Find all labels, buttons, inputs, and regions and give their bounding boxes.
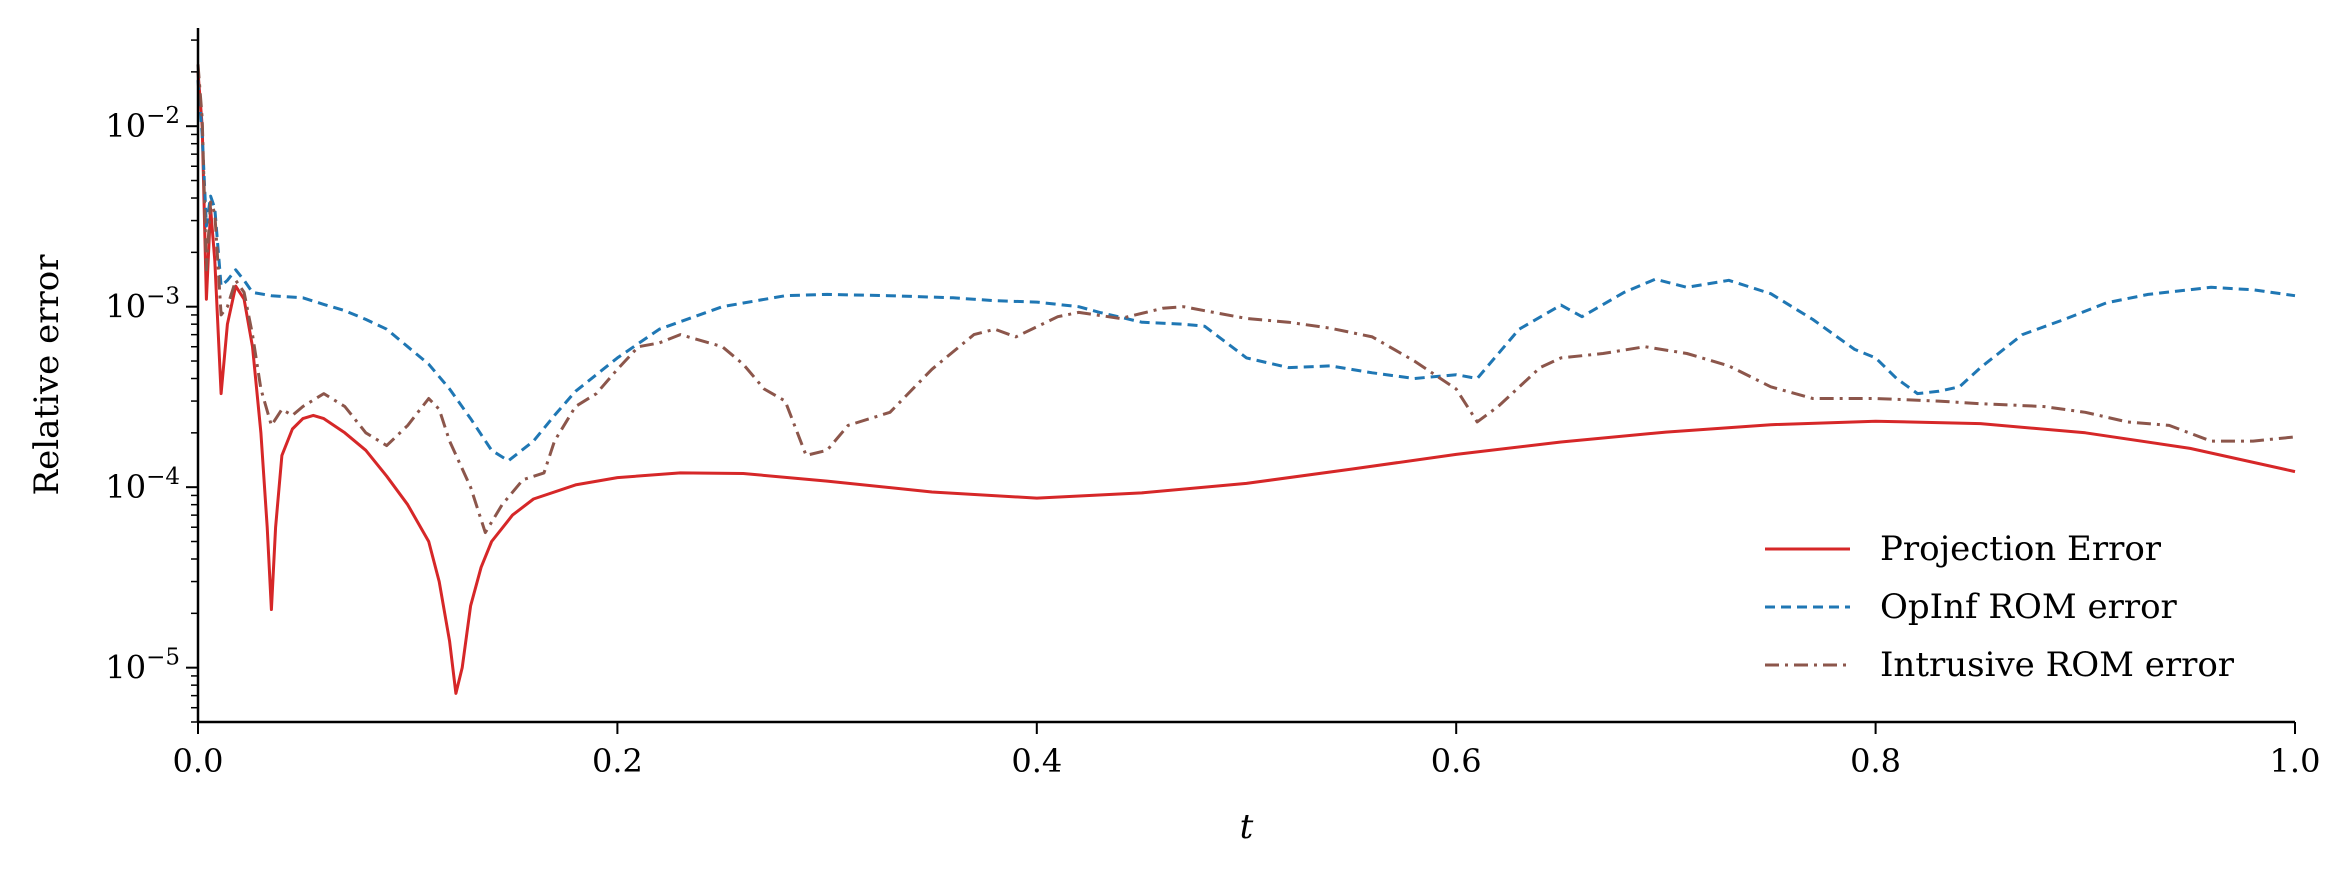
- y-axis-label: Relative error: [27, 254, 67, 496]
- x-tick-label-3: 0.6: [1431, 742, 1482, 780]
- x-tick-label-1: 0.2: [592, 742, 643, 780]
- legend: Projection Error OpInf ROM error Intrusive…: [1765, 529, 2235, 685]
- y-tick-label-0: 10−5: [105, 645, 180, 687]
- x-tick-label-4: 0.8: [1850, 742, 1901, 780]
- y-tick-label-2: 10−3: [105, 284, 180, 326]
- x-tick-label-2: 0.4: [1011, 742, 1062, 780]
- x-axis-label: t: [1240, 807, 1254, 847]
- series-line-2: [196, 79, 2296, 463]
- x-tick-label-0: 0.0: [173, 742, 224, 780]
- legend-label-3: Intrusive ROM error: [1880, 645, 2235, 685]
- x-tick-label-5: 1.0: [2270, 742, 2321, 780]
- axes-layer: 0.0 0.2 0.4 0.6 0.8 1.0 10−5 10−4 10−3 10−2 t Relat…: [27, 28, 2320, 847]
- series-line-1: [196, 71, 2296, 695]
- y-tick-label-1: 10−4: [105, 464, 180, 506]
- legend-label-2: OpInf ROM error: [1880, 587, 2178, 627]
- series-layer: [196, 64, 2296, 695]
- y-tick-label-3: 10−2: [105, 103, 180, 145]
- legend-label-1: Projection Error: [1880, 529, 2162, 569]
- series-line-3: [196, 64, 2296, 535]
